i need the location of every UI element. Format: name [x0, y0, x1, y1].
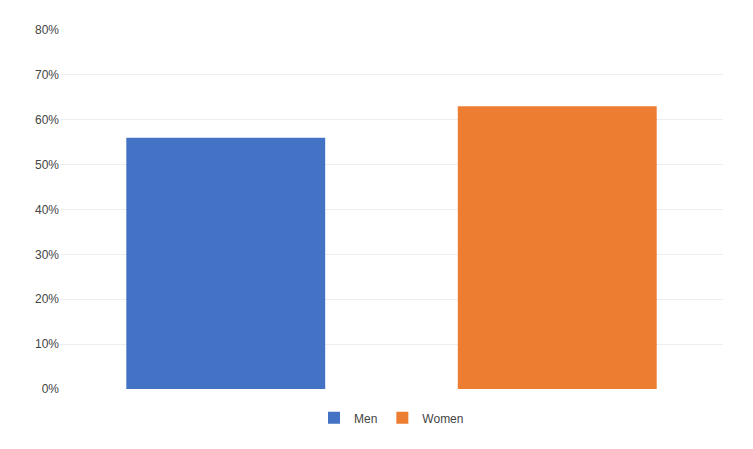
svg-text:20%: 20%	[35, 292, 59, 306]
svg-text:Men: Men	[354, 412, 377, 426]
svg-text:60%: 60%	[35, 113, 59, 127]
svg-text:30%: 30%	[35, 248, 59, 262]
svg-text:70%: 70%	[35, 68, 59, 82]
svg-text:40%: 40%	[35, 203, 59, 217]
svg-text:80%: 80%	[35, 23, 59, 37]
svg-text:0%: 0%	[42, 382, 60, 396]
svg-text:10%: 10%	[35, 337, 59, 351]
svg-text:50%: 50%	[35, 158, 59, 172]
svg-text:Women: Women	[422, 412, 463, 426]
